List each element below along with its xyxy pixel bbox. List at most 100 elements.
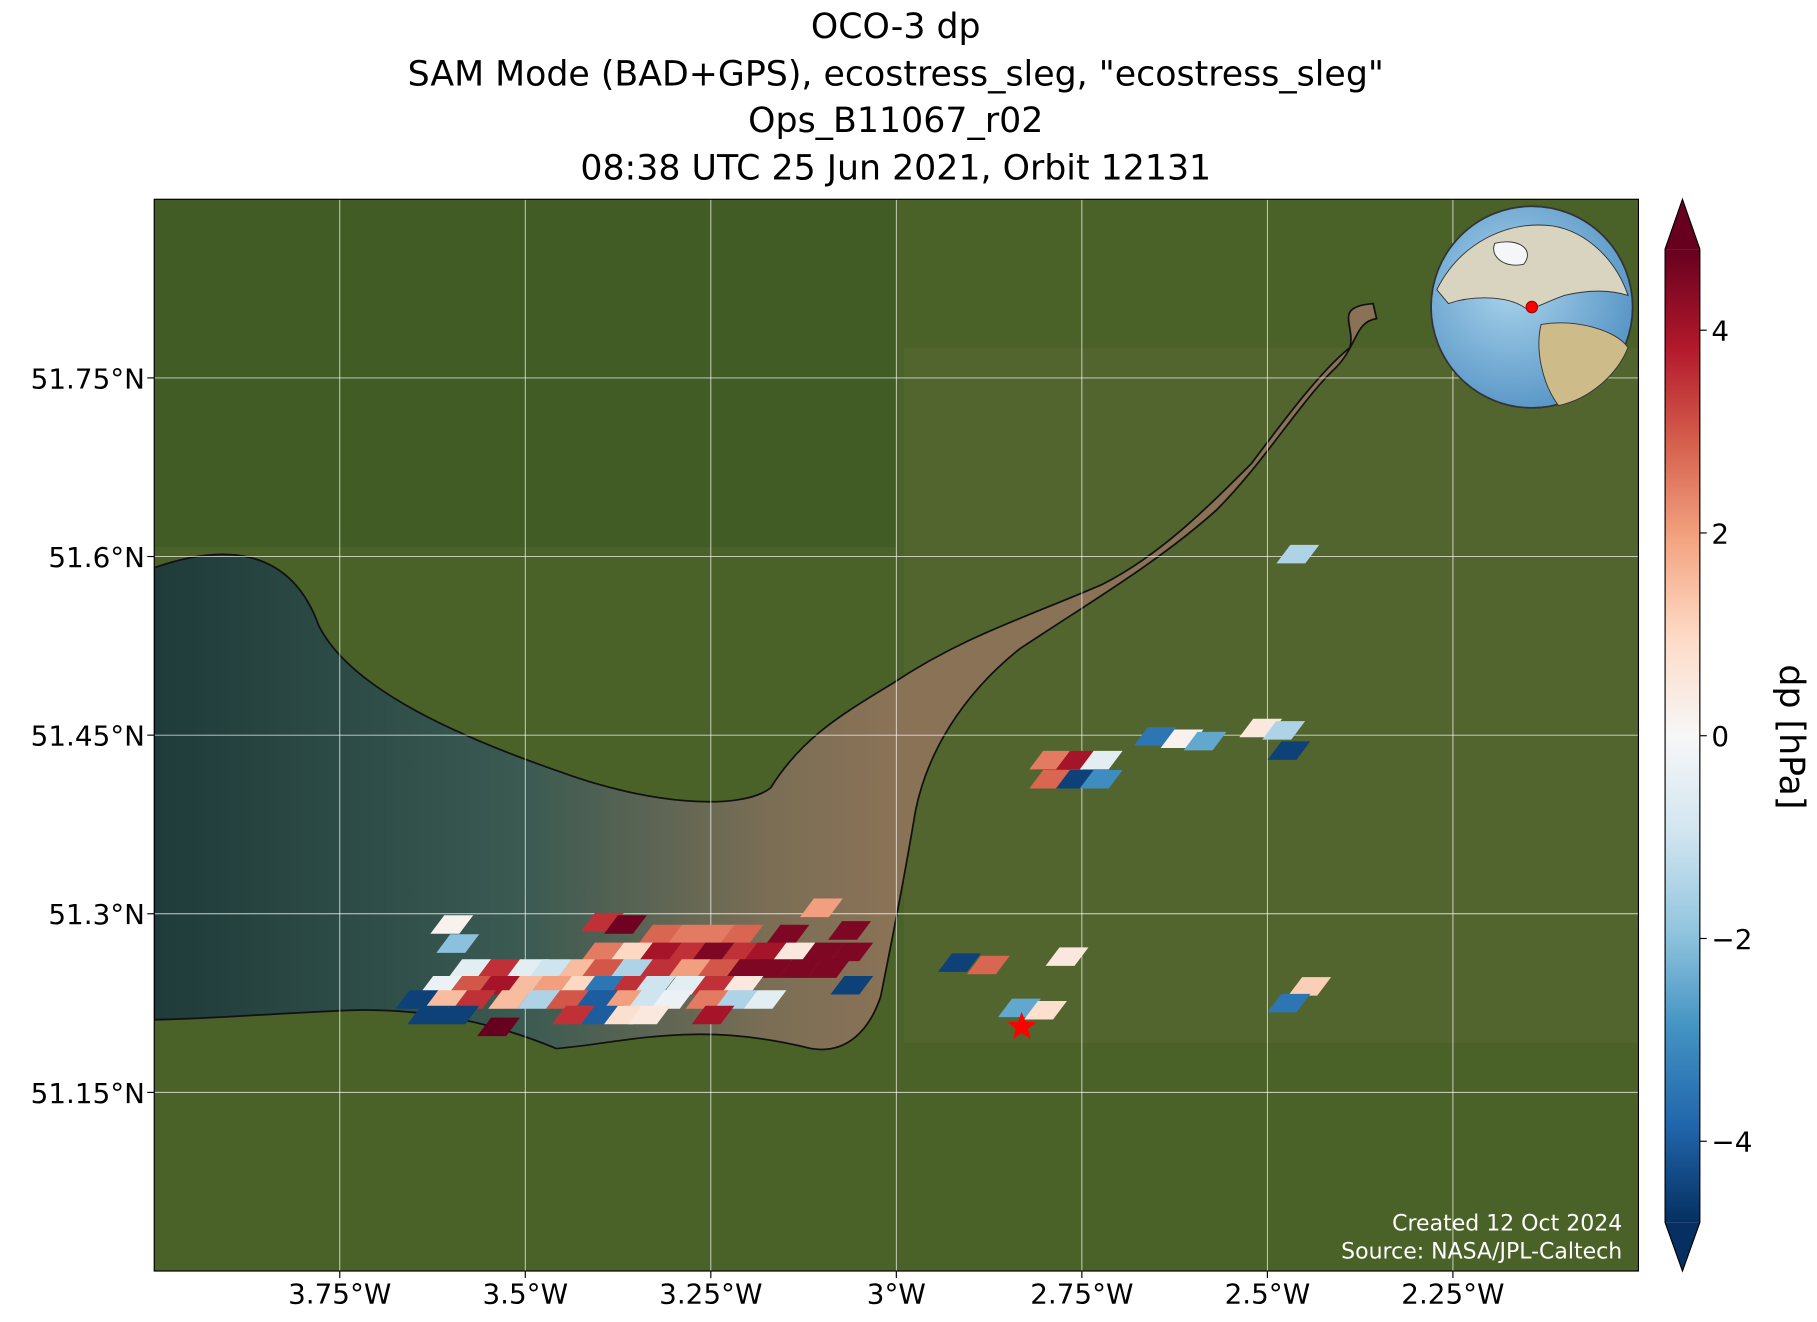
footprint bbox=[575, 990, 618, 1009]
colorbar-tick-label: 0 bbox=[1711, 720, 1729, 753]
footprint bbox=[1288, 977, 1332, 996]
footprint bbox=[419, 975, 463, 995]
colorbar-body bbox=[1665, 249, 1700, 1223]
footprint bbox=[807, 959, 851, 978]
footprint bbox=[1267, 741, 1311, 760]
footprint bbox=[477, 959, 521, 978]
footprint bbox=[546, 990, 590, 1009]
footprint bbox=[799, 898, 843, 918]
footprint bbox=[937, 953, 981, 972]
globe-land bbox=[1436, 224, 1629, 310]
footprint bbox=[638, 959, 682, 978]
footprint bbox=[529, 959, 572, 978]
colorbar-extend bbox=[1665, 1222, 1700, 1272]
title-line: Ops_B11067_r02 bbox=[748, 101, 1043, 141]
footprint bbox=[448, 959, 492, 978]
footprint bbox=[650, 990, 694, 1009]
footprint bbox=[638, 924, 682, 944]
farmland bbox=[903, 347, 1639, 1043]
x-tick-label: 3°W bbox=[867, 1277, 926, 1310]
footprint bbox=[395, 990, 439, 1009]
footprint bbox=[685, 990, 729, 1009]
footprint bbox=[609, 959, 653, 978]
x-tick-label: 3.25°W bbox=[659, 1277, 762, 1310]
footprint bbox=[1267, 993, 1311, 1013]
colorbar-tick-label: −4 bbox=[1711, 1126, 1752, 1159]
footprint bbox=[766, 924, 810, 944]
inset-globe bbox=[1430, 205, 1634, 409]
footprint bbox=[529, 975, 572, 995]
y-tick-label: 51.75°N bbox=[31, 362, 145, 395]
footprint bbox=[749, 959, 793, 978]
footprint bbox=[638, 942, 682, 962]
grid bbox=[154, 199, 1639, 1272]
colorbar-tick-label: 4 bbox=[1711, 315, 1729, 348]
footprint bbox=[1045, 947, 1089, 966]
footprint bbox=[1262, 721, 1306, 740]
x-tick-label: 2.5°W bbox=[1225, 1277, 1311, 1310]
footprint bbox=[1024, 1000, 1067, 1020]
y-tick-label: 51.45°N bbox=[31, 720, 145, 753]
colorbar: −4 −2 0 2 4 dp [hPa] bbox=[1664, 197, 1811, 1273]
footprint bbox=[477, 1017, 521, 1037]
title-line: 08:38 UTC 25 Jun 2021, Orbit 12131 bbox=[580, 149, 1211, 189]
footprint bbox=[453, 990, 497, 1009]
globe-land bbox=[1538, 322, 1629, 407]
credit: Created 12 Oct 2024 bbox=[1392, 1211, 1622, 1236]
footprint bbox=[691, 1005, 735, 1025]
colorbar-tick-label: −2 bbox=[1711, 923, 1752, 956]
footprint bbox=[424, 990, 468, 1009]
colorbar-label: dp [hPa] bbox=[1771, 664, 1811, 809]
footprint bbox=[1079, 769, 1123, 789]
footprint bbox=[627, 1005, 671, 1025]
colorbar-extend bbox=[1665, 199, 1700, 250]
inset-target bbox=[1525, 300, 1539, 314]
footprint bbox=[581, 959, 624, 978]
footprint bbox=[632, 975, 676, 995]
footprint bbox=[772, 942, 816, 962]
y-tick-label: 51.3°N bbox=[48, 898, 145, 931]
footprint bbox=[609, 942, 653, 962]
footprint bbox=[830, 975, 874, 995]
footprint bbox=[581, 942, 624, 962]
footprint bbox=[1183, 731, 1227, 751]
footprint bbox=[1276, 544, 1320, 564]
x-tick-label: 3.75°W bbox=[288, 1277, 391, 1310]
footprint bbox=[662, 975, 706, 995]
footprint bbox=[691, 975, 735, 995]
footprint bbox=[407, 1005, 451, 1025]
credit: Source: NASA/JPL-Caltech bbox=[1341, 1239, 1622, 1264]
footprint bbox=[430, 915, 474, 934]
footprint bbox=[436, 1005, 480, 1025]
globe-ice bbox=[1493, 241, 1528, 266]
footprint bbox=[743, 990, 787, 1009]
footprint bbox=[696, 959, 740, 978]
footprint bbox=[778, 959, 822, 978]
footprint bbox=[828, 921, 872, 940]
footprint bbox=[743, 942, 787, 962]
estuary bbox=[154, 302, 1378, 1051]
title-line: OCO-3 dp bbox=[811, 7, 981, 47]
footprint bbox=[448, 975, 492, 995]
footprint bbox=[436, 934, 480, 953]
footprint bbox=[581, 975, 624, 995]
x-tick-label: 3.5°W bbox=[482, 1277, 568, 1310]
colorbar-outline bbox=[1664, 197, 1701, 1273]
footprint bbox=[801, 942, 845, 962]
footprint bbox=[830, 942, 874, 962]
footprint bbox=[604, 915, 647, 934]
y-tick-label: 51.15°N bbox=[31, 1077, 145, 1110]
footprint bbox=[691, 942, 735, 962]
footprint bbox=[720, 975, 764, 995]
x-tick-label: 2.25°W bbox=[1401, 1277, 1504, 1310]
title-line: SAM Mode (BAD+GPS), ecostress_sleg, "eco… bbox=[408, 55, 1384, 95]
colorbar-tick-label: 2 bbox=[1711, 517, 1729, 550]
footprint bbox=[667, 959, 711, 978]
footprint bbox=[517, 990, 561, 1009]
footprints bbox=[395, 544, 1332, 1040]
footprint bbox=[1079, 750, 1123, 770]
footprint bbox=[720, 924, 764, 944]
footprint bbox=[477, 975, 521, 995]
